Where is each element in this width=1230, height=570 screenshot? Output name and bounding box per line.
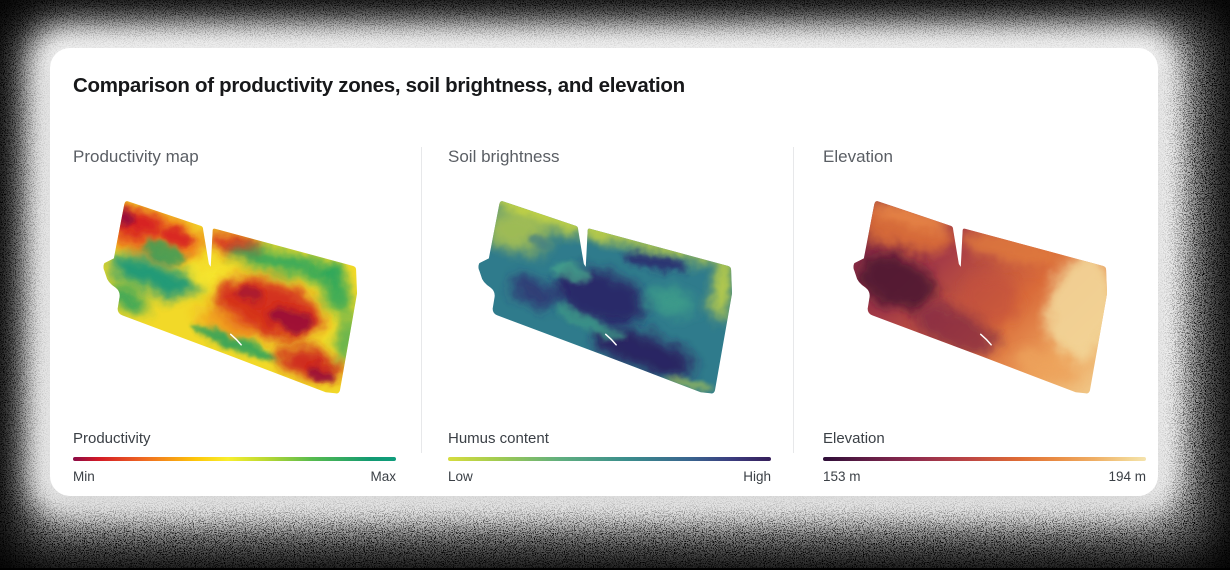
comparison-card: Comparison of productivity zones, soil b… [50,48,1158,496]
legend-max-label: Max [370,469,396,484]
legend-label: Humus content [448,430,549,447]
panel-header-productivity: Productivity map [73,147,199,166]
legend-humus-content: Humus content Low High [448,430,771,487]
legend-gradient-bar [73,457,396,461]
legend-min-label: Low [448,469,473,484]
legend-gradient-bar [448,457,771,461]
panel-header-soil-brightness: Soil brightness [448,147,560,166]
soil-brightness-map [478,201,733,394]
panel-elevation: Elevation Elevation 153 m 194 m [797,147,1158,487]
panel-productivity: Productivity map Productivity Min Max [50,147,422,487]
legend-max-label: 194 m [1108,469,1146,484]
productivity-map-area [73,167,396,430]
legend-min-label: 153 m [823,469,861,484]
panel-soil-brightness: Soil brightness Humus content Low High [422,147,797,487]
elevation-map [853,201,1108,394]
soil-brightness-map-area [448,167,771,430]
legend-gradient-bar [823,457,1146,461]
page-title: Comparison of productivity zones, soil b… [73,74,685,97]
legend-label: Elevation [823,430,885,447]
elevation-map-area [823,167,1146,430]
panels-row: Productivity map Productivity Min Max So… [50,147,1158,487]
legend-label: Productivity [73,430,151,447]
panel-header-elevation: Elevation [823,147,893,166]
legend-productivity: Productivity Min Max [73,430,396,487]
panel-divider [420,147,422,453]
legend-max-label: High [743,469,771,484]
legend-min-label: Min [73,469,95,484]
panel-divider [793,147,795,453]
legend-elevation: Elevation 153 m 194 m [823,430,1146,487]
productivity-map [103,201,358,394]
